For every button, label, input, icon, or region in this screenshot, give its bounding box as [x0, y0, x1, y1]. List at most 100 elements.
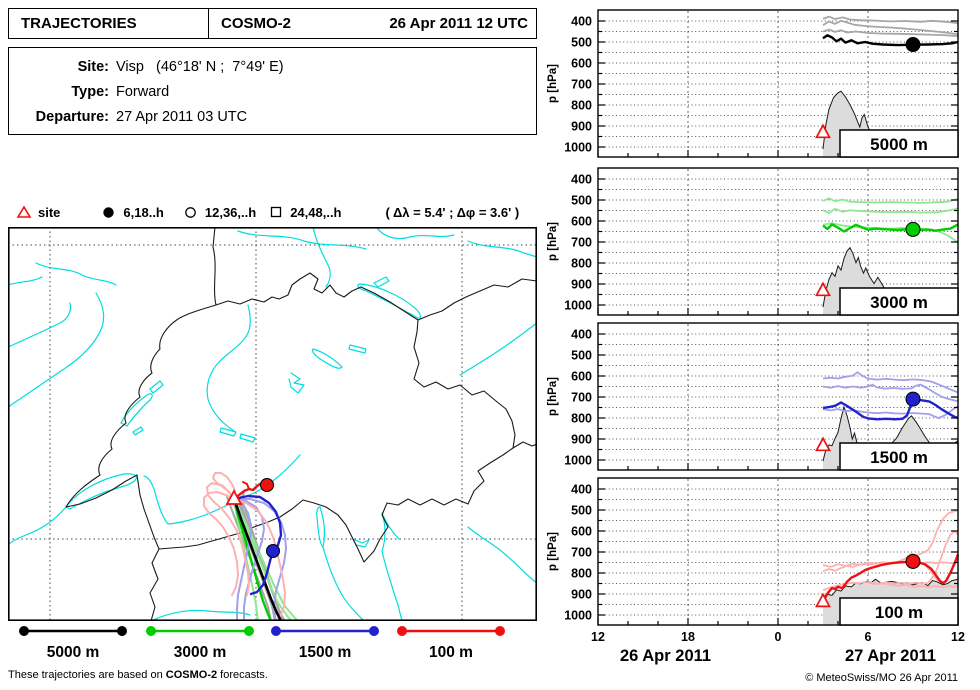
- open-dot-label: 12,36,..h: [204, 204, 257, 220]
- height-legend: 5000 m 3000 m 1500 m 100 m: [0, 624, 540, 666]
- map-trajectory-lightblue-ens-3: [233, 498, 252, 622]
- site-row: Site: Visp (46°18' N ; 7°49' E): [9, 57, 536, 77]
- site-info-box: Site: Visp (46°18' N ; 7°49' E) Type: Fo…: [8, 47, 537, 135]
- legend-dot: [19, 626, 29, 636]
- legend-dot: [244, 626, 254, 636]
- legend-dot: [369, 626, 379, 636]
- map-position-dot: [266, 544, 280, 558]
- map-trajectory-green-ens-2: [233, 498, 293, 622]
- y-tick-label: 600: [571, 525, 592, 539]
- pressure-panel-100: 400 500 600 700 800 900 1000 p [hPa] 100 m: [547, 477, 960, 626]
- site-triangle-icon: [16, 205, 32, 218]
- site-marker: [815, 592, 831, 608]
- y-tick-label: 600: [571, 215, 592, 229]
- y-tick-label: 500: [571, 194, 592, 208]
- ensemble-trajectory: [822, 19, 959, 36]
- map-trajectory-pink-ens-3: [233, 498, 286, 622]
- map-trajectory-green-ens-3: [233, 498, 299, 622]
- open-square-icon: [271, 206, 282, 218]
- site-marker: [815, 123, 831, 139]
- y-tick-label: 500: [571, 36, 592, 50]
- y-tick-label: 600: [571, 370, 592, 384]
- map-trajectory-black-main: [232, 497, 283, 623]
- height-legend-label: 5000 m: [46, 644, 100, 661]
- y-tick-label: 1000: [564, 454, 592, 468]
- main-trajectory: [822, 398, 959, 421]
- height-legend-item: 5000 m: [18, 624, 128, 662]
- map-trajectories: [203, 472, 299, 623]
- symbol-legend: site 6,18..h 12,36,..h 24,48,..h ( Δλ = …: [8, 200, 537, 224]
- y-tick-label: 900: [571, 120, 592, 134]
- y-tick-label: 400: [571, 328, 592, 342]
- open-square-label: 24,48,..h: [290, 204, 342, 220]
- legend-dot: [495, 626, 505, 636]
- ensemble-trajectory: [822, 508, 959, 568]
- map-trajectory-red-spur: [242, 481, 250, 490]
- height-legend-item: 3000 m: [145, 624, 255, 662]
- position-dot: [905, 391, 921, 407]
- run-datetime: 26 Apr 2011 12 UTC: [389, 15, 528, 32]
- x-tick-label: 18: [681, 630, 695, 644]
- ensemble-trajectory: [822, 207, 959, 214]
- site-label: Site:: [77, 59, 109, 75]
- date-label: 27 Apr 2011: [845, 647, 936, 665]
- legend-dot: [146, 626, 156, 636]
- y-axis-label: p [hPa]: [547, 377, 559, 416]
- pressure-panel-1500: 400 500 600 700 800 900 1000 p [hPa] 1500 m: [547, 322, 959, 471]
- rivers-and-lakes: [7, 226, 538, 622]
- footer-note: These trajectories are based on COSMO-2 …: [8, 669, 268, 681]
- map-trajectory-lightblue-ens-2: [233, 498, 265, 622]
- height-label-box: [839, 129, 959, 158]
- y-tick-label: 900: [571, 433, 592, 447]
- height-label: 100 m: [875, 603, 923, 622]
- height-label: 3000 m: [870, 293, 928, 312]
- pressure-panel-3000: 400 500 600 700 800 900 1000 p [hPa] 3000 m: [547, 167, 959, 316]
- height-legend-line: [19, 626, 127, 636]
- ensemble-trajectory: [822, 383, 959, 403]
- site-marker: [815, 436, 831, 452]
- y-axis-label: p [hPa]: [547, 222, 559, 261]
- y-tick-label: 800: [571, 99, 592, 113]
- site-legend-label: site: [38, 204, 61, 220]
- product-title: TRAJECTORIES: [9, 9, 209, 38]
- y-axis-label: p [hPa]: [547, 532, 559, 571]
- y-tick-label: 900: [571, 588, 592, 602]
- type-row: Type: Forward: [9, 82, 536, 102]
- x-tick-label: 0: [775, 630, 782, 644]
- y-tick-label: 1000: [564, 299, 592, 313]
- y-tick-label: 600: [571, 57, 592, 71]
- height-label: 5000 m: [870, 135, 928, 154]
- filled-dot-label: 6,18..h: [123, 204, 164, 220]
- position-dot: [905, 221, 921, 237]
- ensemble-trajectory: [870, 530, 959, 585]
- y-tick-label: 700: [571, 78, 592, 92]
- height-legend-item: 1500 m: [270, 624, 380, 662]
- country-borders: [65, 226, 538, 622]
- ensemble-trajectory: [822, 222, 959, 244]
- map-trajectory-pink-ens-2: [206, 482, 250, 596]
- legend-dot: [117, 626, 127, 636]
- ensemble-trajectory: [822, 405, 959, 419]
- footer-note-post: forecasts.: [217, 669, 268, 681]
- filled-dot-icon: [103, 206, 115, 218]
- pressure-panel-5000: 400 500 600 700 800 900 1000 p [hPa] 5000 m: [547, 9, 959, 158]
- main-trajectory: [822, 223, 959, 233]
- legend-dot: [271, 626, 281, 636]
- height-legend-line: [397, 626, 505, 636]
- height-legend-label: 100 m: [429, 644, 473, 661]
- departure-value: 27 Apr 2011 03 UTC: [116, 109, 248, 125]
- y-tick-label: 800: [571, 412, 592, 426]
- map-panel: [7, 226, 538, 623]
- map-position-dot: [260, 478, 274, 492]
- ensemble-trajectory: [822, 197, 959, 204]
- map-trajectory-blue-main: [232, 494, 283, 596]
- legend-dot: [397, 626, 407, 636]
- height-legend-line: [146, 626, 254, 636]
- y-tick-label: 700: [571, 391, 592, 405]
- height-label-box: [839, 597, 959, 626]
- model-name: COSMO-2: [221, 15, 292, 32]
- graticule: [8, 227, 537, 621]
- y-tick-label: 500: [571, 504, 592, 518]
- ensemble-trajectory: [822, 371, 959, 394]
- y-axis-label: p [hPa]: [547, 64, 559, 103]
